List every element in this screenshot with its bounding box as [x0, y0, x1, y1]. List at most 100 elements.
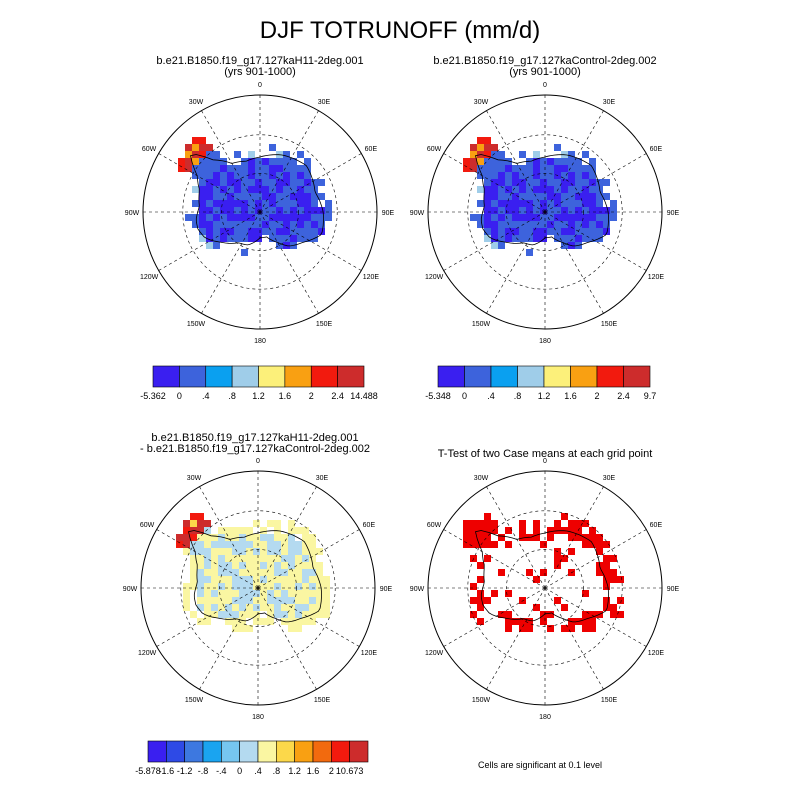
panel-1-meridian [158, 153, 261, 213]
panel-4-cell [554, 597, 561, 604]
panel-2-cell [540, 186, 547, 193]
colorbar-2-label: 1.2 [538, 391, 551, 401]
panel-2-cell [512, 228, 519, 235]
panel-1-cell [318, 214, 325, 221]
panel-2-cell [589, 193, 596, 200]
panel-1-cell [269, 186, 276, 193]
panel-1-cell [304, 186, 311, 193]
panel-1-map: 0 30E 60E 90E 120E 150E 180 150W 120W 90W 60W 30W [125, 82, 395, 345]
panel-2-cell [547, 158, 554, 165]
panel-3-meridian [257, 587, 360, 647]
panel-3-cell [260, 555, 267, 562]
panel-1-cell [234, 207, 241, 214]
panel-3-cell [190, 583, 197, 590]
colorbar-3-label: .8 [273, 766, 281, 776]
panel-3-cell [197, 548, 204, 555]
panel-2-lon-label: 90W [410, 210, 425, 217]
panel-1-cell [185, 158, 192, 165]
panel-3-cell [281, 541, 288, 548]
panel-1-cell [192, 186, 199, 193]
panel-1-cell [304, 228, 311, 235]
panel-3-lon-label: 180 [252, 714, 264, 721]
panel-1-cell [318, 221, 325, 228]
panel-2-cell [596, 228, 603, 235]
colorbar-3-label: 1.6 [307, 766, 320, 776]
panel-2-cell [540, 221, 547, 228]
panel-1-cell [262, 179, 269, 186]
panel-2-cell [568, 151, 575, 158]
panel-4-cell [526, 618, 533, 625]
panel-4-cell [533, 534, 540, 541]
panel-3-cell [183, 590, 190, 597]
panel-4-cell [603, 597, 610, 604]
colorbar-2-label: .8 [514, 391, 522, 401]
colorbar-2-swatch [437, 365, 465, 388]
panel-1-cell [276, 235, 283, 242]
panel-4-cell [505, 541, 512, 548]
panel-3-cell [204, 548, 211, 555]
panel-1-cell [255, 214, 262, 221]
panel-3-cell [190, 569, 197, 576]
panel-3-cell [183, 583, 190, 590]
panel-1-cell [311, 228, 318, 235]
panel-1-lon-label: 180 [254, 338, 266, 345]
panel-2-cell [533, 200, 540, 207]
panel-1-cell [290, 221, 297, 228]
panel-3-cell [232, 541, 239, 548]
panel-1-title-line-2: (yrs 901-1000) [224, 66, 296, 78]
panel-2-cell [582, 214, 589, 221]
panel-3-cell [246, 597, 253, 604]
panel-1-cell [304, 200, 311, 207]
panel-3-cell [295, 541, 302, 548]
panel-1-cell [206, 207, 213, 214]
panel-2-cell [519, 151, 526, 158]
panel-2-cell [554, 200, 561, 207]
panel-4-meridian [486, 486, 546, 589]
colorbar-2-label: 9.7 [644, 391, 657, 401]
colorbar-3-label: .4 [254, 766, 262, 776]
panel-3-cell [211, 611, 218, 618]
panel-4-cell [603, 555, 610, 562]
panel-3-cell [204, 527, 211, 534]
panel-3-cell [260, 604, 267, 611]
panel-3-cell [246, 611, 253, 618]
panel-4-cell [610, 555, 617, 562]
panel-1-cell [199, 200, 206, 207]
panel-3-cell [274, 534, 281, 541]
panel-3-cell [267, 541, 274, 548]
panel-1-lon-label: 150W [187, 321, 206, 328]
panel-1-cell [192, 200, 199, 207]
panel-3-cell [253, 520, 260, 527]
panel-1-cell [220, 235, 227, 242]
panel-3-cell [197, 527, 204, 534]
panel-4-cell [589, 618, 596, 625]
panel-4-cell [582, 541, 589, 548]
panel-3-cell [295, 562, 302, 569]
panel-4-parallel [506, 549, 584, 627]
panel-3-cell [260, 534, 267, 541]
panel-1-cell [290, 193, 297, 200]
panel-2-cell [554, 179, 561, 186]
panel-2-lon-label: 30E [603, 99, 616, 106]
panel-3-cell [211, 555, 218, 562]
panel-1-meridian [201, 211, 261, 314]
panel-1-cell [276, 200, 283, 207]
panel-2-cell [547, 214, 554, 221]
panel-3-cell [302, 548, 309, 555]
panel-4-cell [463, 520, 470, 527]
panel-3-cell [253, 548, 260, 555]
panel-1-cell [248, 207, 255, 214]
panel-2-cell [575, 200, 582, 207]
panel-3-cell [246, 555, 253, 562]
panel-3-cell [309, 576, 316, 583]
panel-3-cell [183, 597, 190, 604]
panel-1-cell [206, 151, 213, 158]
panel-2-cell [484, 158, 491, 165]
panel-2-cell [477, 172, 484, 179]
panel-3-cell [225, 555, 232, 562]
panel-3-lon-label: 30E [316, 475, 329, 482]
panel-3-cell [218, 541, 225, 548]
panel-4-cell [589, 625, 596, 632]
panel-4-cell [484, 597, 491, 604]
panel-1-cell [192, 158, 199, 165]
